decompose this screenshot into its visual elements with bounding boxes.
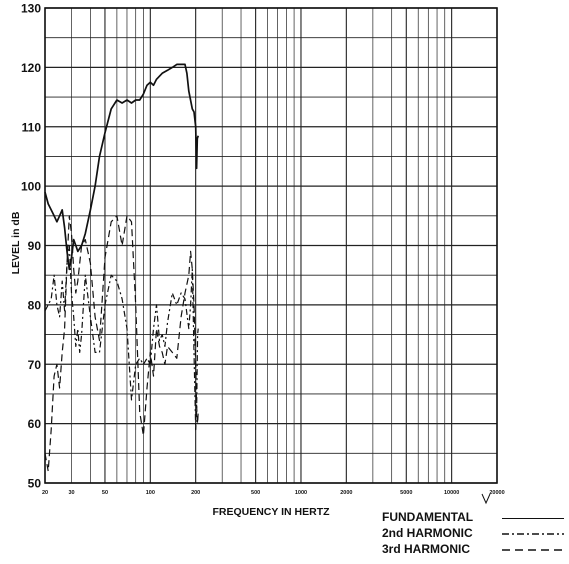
x-tick-label: 30 <box>68 490 74 496</box>
y-axis-label: LEVEL in dB <box>10 211 22 274</box>
y-tick-label: 70 <box>28 358 42 372</box>
y-tick-label: 50 <box>28 477 42 491</box>
legend: FUNDAMENTAL 2nd HARMONIC 3rd HARMONIC <box>382 510 567 558</box>
y-tick-label: 60 <box>28 417 42 431</box>
y-axis-ticks: 50 60 70 80 90 100 110 120 130 <box>21 2 41 491</box>
legend-swatch-dashed <box>502 549 564 551</box>
x-tick-label: 2000 <box>340 490 352 496</box>
legend-swatch-dash-dot <box>502 533 564 535</box>
x-tick-label: 5000 <box>400 490 412 496</box>
x-axis-label: FREQUENCY IN HERTZ <box>212 506 330 518</box>
x-tick-label: 200 <box>191 490 200 496</box>
series-line-fundamental <box>44 63 200 271</box>
legend-label-2nd-harmonic: 2nd HARMONIC <box>382 526 473 540</box>
y-tick-label: 80 <box>28 298 42 312</box>
axis-end-arrow <box>481 493 491 505</box>
chart-series <box>44 63 200 472</box>
x-tick-label: 20 <box>42 490 48 496</box>
legend-label-fundamental: FUNDAMENTAL <box>382 510 474 524</box>
legend-swatch-solid <box>502 518 564 519</box>
y-tick-label: 130 <box>21 2 41 16</box>
plot-border <box>44 7 498 484</box>
x-tick-label: 1000 <box>295 490 307 496</box>
y-tick-label: 110 <box>22 120 42 134</box>
x-tick-label: 20000 <box>489 490 504 496</box>
x-tick-label: 100 <box>146 490 155 496</box>
x-axis-ticks: 20 30 50 100 200 500 1000 2000 5000 10000 20000 <box>42 490 505 496</box>
y-tick-label: 100 <box>21 180 41 194</box>
x-tick-label: 10000 <box>444 490 459 496</box>
y-tick-label: 120 <box>21 61 41 75</box>
legend-item-fundamental: FUNDAMENTAL <box>382 510 567 526</box>
y-tick-label: 90 <box>28 239 42 253</box>
legend-item-2nd-harmonic: 2nd HARMONIC <box>382 526 567 542</box>
series-line-3rd-harmonic <box>44 215 199 472</box>
legend-item-3rd-harmonic: 3rd HARMONIC <box>382 542 567 558</box>
plot-frame <box>44 7 498 484</box>
legend-label-3rd-harmonic: 3rd HARMONIC <box>382 542 471 556</box>
series-line-2nd-harmonic <box>44 244 199 431</box>
x-tick-label: 500 <box>251 490 260 496</box>
x-tick-label: 50 <box>102 490 108 496</box>
chart-grid <box>44 7 498 484</box>
